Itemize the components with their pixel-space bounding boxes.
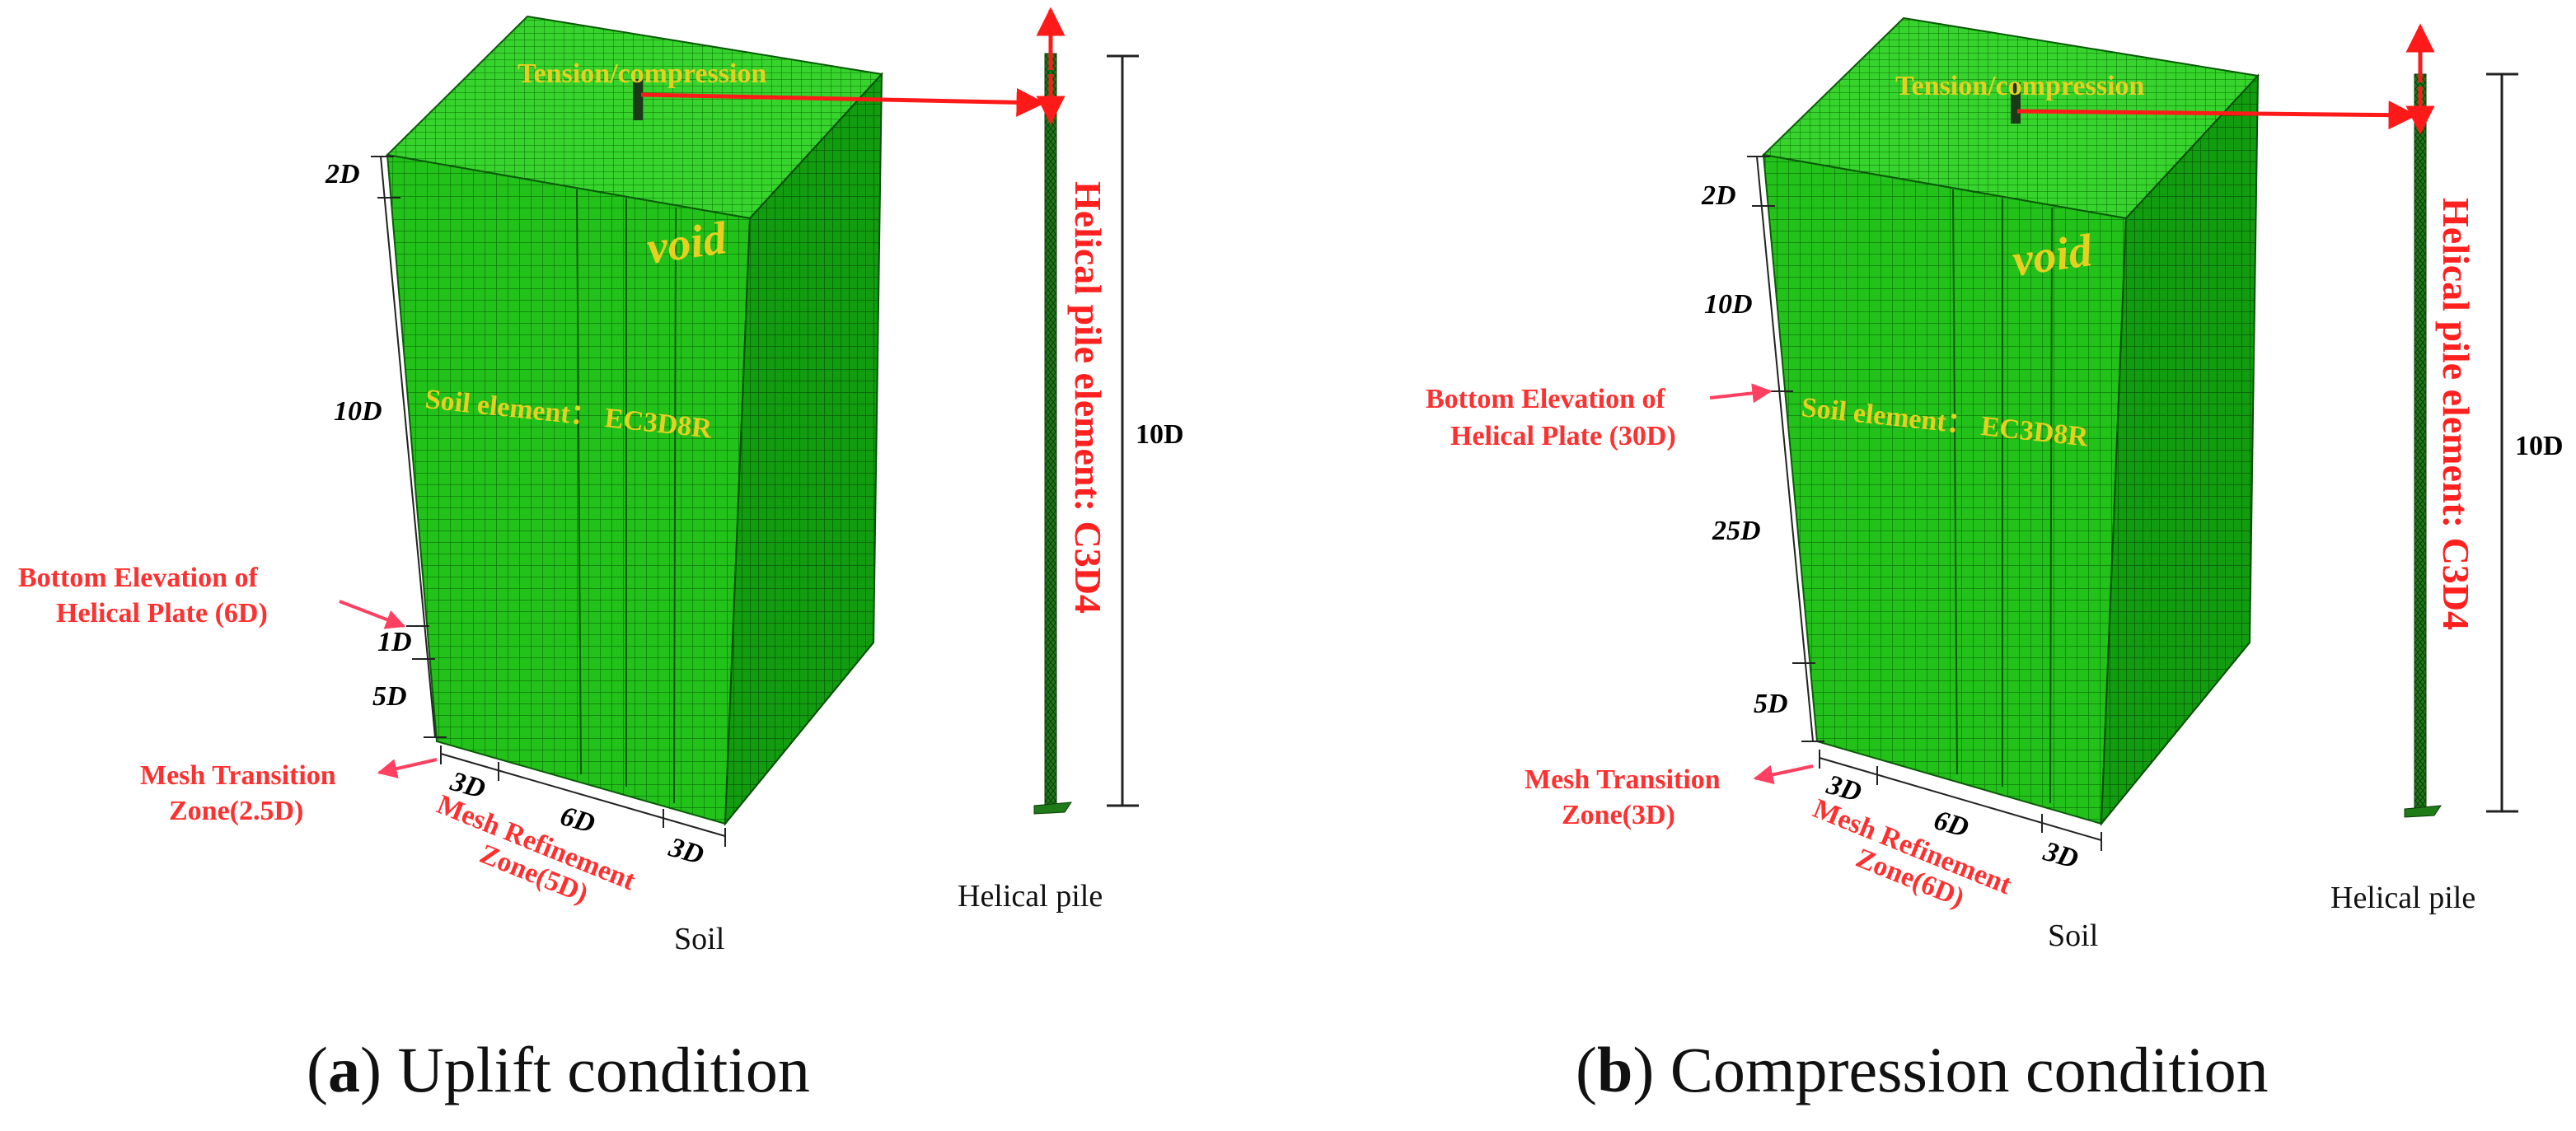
soil-label-a: Soil xyxy=(674,922,724,956)
pile-element-label-b: Helical pile element: C3D4 xyxy=(2435,198,2477,630)
void-label-b: void xyxy=(2009,225,2096,287)
top-label-a: Tension/compression xyxy=(518,58,766,89)
dimension-base-b xyxy=(1819,750,2102,851)
mesh-transition-arrow-b xyxy=(1753,764,1814,785)
mesh-transition-line1-a: Mesh Transition xyxy=(140,760,336,791)
dim-2d-b: 2D xyxy=(1701,180,1736,211)
mesh-transition-line1-b: Mesh Transition xyxy=(1525,764,1721,795)
soil-block-side-b xyxy=(2100,73,2260,826)
base-6d-b: 6D xyxy=(1931,805,1972,844)
dimension-left-a xyxy=(371,156,447,738)
dim-5d-b: 5D xyxy=(1754,689,1788,719)
caption-a: (a) Uplift condition xyxy=(307,1034,810,1105)
dimension-base-a xyxy=(440,745,726,847)
base-3d-right-a: 3D xyxy=(665,832,707,871)
dim-1d-a: 1D xyxy=(377,627,412,657)
base-3d-right-b: 3D xyxy=(2040,836,2082,875)
pile-length-dim-a xyxy=(1107,54,1139,807)
caption-b: (b) Compression condition xyxy=(1576,1034,2269,1105)
top-label-b: Tension/compression xyxy=(1895,71,2144,101)
base-6d-a: 6D xyxy=(557,801,598,839)
refinement-lines-a xyxy=(576,189,677,804)
pile-label-a: Helical pile xyxy=(958,879,1103,914)
pile-length-a: 10D xyxy=(1136,419,1184,450)
pile-label-b: Helical pile xyxy=(2330,881,2475,915)
pile-length-b: 10D xyxy=(2515,431,2564,461)
pile-length-dim-b xyxy=(2486,72,2518,813)
mesh-transition-arrow-a xyxy=(377,758,438,778)
bottom-elev-line2-a: Helical Plate (6D) xyxy=(56,598,268,629)
pile-element-label-a: Helical pile element: C3D4 xyxy=(1067,181,1109,614)
helical-pile-b xyxy=(2404,23,2442,818)
mesh-transition-line2-a: Zone(2.5D) xyxy=(169,796,303,826)
pile-head-a xyxy=(633,79,643,120)
bottom-elev-line2-b: Helical Plate (30D) xyxy=(1450,421,1676,451)
dim-2d-a: 2D xyxy=(325,159,360,189)
soil-block-a xyxy=(385,15,883,826)
soil-block-b xyxy=(1761,16,2260,826)
dim-10d-a: 10D xyxy=(334,396,382,427)
caption-text-b: Compression condition xyxy=(1670,1034,2269,1105)
load-arrow-a xyxy=(640,87,1046,117)
soil-block-side-a xyxy=(724,72,883,826)
dim-25d-b: 25D xyxy=(1712,516,1761,546)
bottom-elev-arrow-b xyxy=(1709,383,1773,404)
void-label-a: void xyxy=(644,213,730,274)
soil-label-b: Soil xyxy=(2048,918,2098,953)
caption-text-a: Uplift condition xyxy=(397,1034,809,1105)
helical-pile-a xyxy=(1033,7,1072,815)
dimension-left-b xyxy=(1747,156,1824,742)
panel-a: Tension/compression void Soil element： E… xyxy=(18,7,1184,1105)
bottom-elev-line1-b: Bottom Elevation of xyxy=(1426,384,1666,414)
dim-5d-a: 5D xyxy=(372,681,407,712)
panel-b: Tension/compression void Soil element： E… xyxy=(1426,16,2564,1105)
bottom-elev-line1-a: Bottom Elevation of xyxy=(18,563,259,593)
refinement-lines-b xyxy=(1952,189,2053,804)
mesh-transition-line2-b: Zone(3D) xyxy=(1562,800,1675,830)
bottom-elev-arrow-a xyxy=(339,600,406,629)
caption-letter-b: b xyxy=(1597,1034,1632,1105)
caption-letter-a: a xyxy=(328,1034,360,1105)
load-arrow-b xyxy=(2016,100,2418,130)
dim-10d-b: 10D xyxy=(1704,289,1753,320)
